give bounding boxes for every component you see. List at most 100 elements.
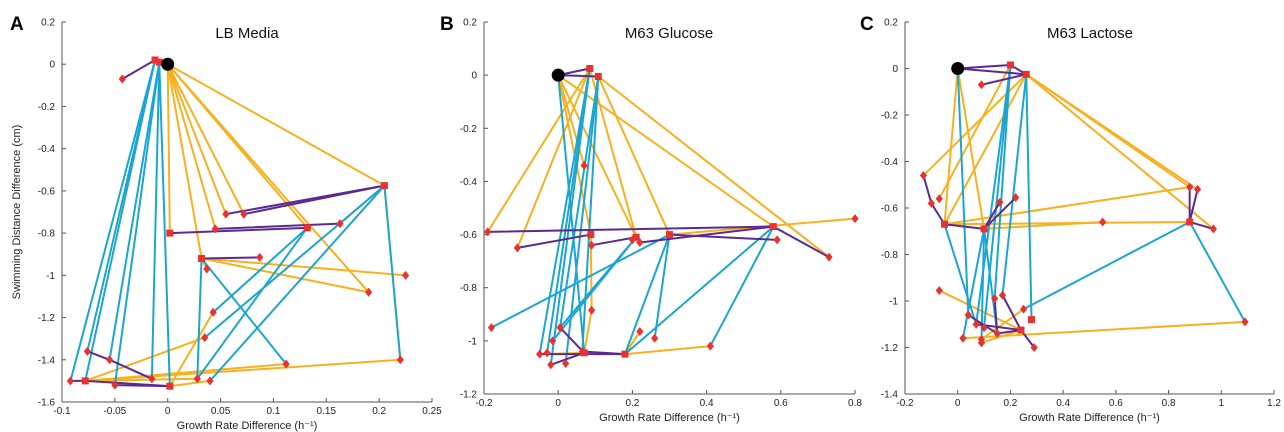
panel-c: -0.2 0 0.2 0.4 0.6 0.8 1 1.2 0.2 0 -0.2 -0.4 -0.6 -0.… <box>860 14 1281 424</box>
y-tick-label: -1 <box>468 336 477 347</box>
diamond-point <box>980 323 988 333</box>
edge-blue <box>1188 220 1247 323</box>
diamond-point <box>536 349 544 359</box>
square-point <box>166 229 174 237</box>
y-tick-label: -1.6 <box>38 398 56 409</box>
square-point <box>303 224 311 232</box>
x-axis-label: Growth Rate Difference (h⁻¹) <box>1019 412 1160 424</box>
edge-purple <box>922 174 933 205</box>
edge-orange <box>200 257 407 277</box>
diamond-point <box>972 319 980 329</box>
edge-blue <box>209 184 386 382</box>
edge-blue <box>983 64 1012 329</box>
diamond-point <box>211 224 219 234</box>
edge-purple <box>113 384 171 388</box>
edge-blue <box>200 257 288 365</box>
edge-orange <box>166 63 171 235</box>
square-point <box>941 220 949 228</box>
diamond-point <box>935 286 943 296</box>
edge-orange <box>166 63 245 216</box>
diamond-point <box>636 238 644 248</box>
edge-blue <box>581 75 600 353</box>
edge-purple <box>1188 220 1215 230</box>
edge-blue <box>559 75 600 329</box>
diamond-point <box>959 333 967 343</box>
x-tick-label: -0.2 <box>896 398 914 409</box>
edge-purple <box>549 351 586 366</box>
origin-point <box>551 68 565 82</box>
y-tick-label: -0.8 <box>460 283 478 294</box>
y-tick-label: -1.2 <box>881 343 899 354</box>
diamond-point <box>562 358 570 368</box>
y-tick-label: 0.2 <box>41 18 55 29</box>
edge-orange <box>84 377 199 382</box>
edge-purple <box>993 297 999 335</box>
edge-orange <box>980 308 1025 341</box>
edge-orange <box>623 345 712 356</box>
edge-orange <box>168 379 211 388</box>
y-tick-label: -1.2 <box>38 313 56 324</box>
square-point <box>155 58 163 66</box>
edge-blue <box>1022 220 1191 311</box>
y-tick-label: -0.6 <box>38 186 56 197</box>
x-tick-label: 0.2 <box>372 406 386 417</box>
x-tick-label: 0.05 <box>211 406 231 417</box>
edge-orange <box>168 311 215 388</box>
y-tick-label: -1 <box>46 271 55 282</box>
edge-orange <box>983 220 1104 230</box>
y-axis-label: Swimming Distance Difference (cm) <box>11 125 23 300</box>
edge-orange <box>84 358 402 382</box>
edge-blue <box>196 257 203 380</box>
diamond-point <box>240 209 248 219</box>
edge-orange <box>943 186 1191 226</box>
edge-orange <box>84 336 206 382</box>
diamond-point <box>484 227 492 237</box>
edge-purple <box>943 223 986 230</box>
diamond-point <box>991 294 999 304</box>
diamond-point <box>282 359 290 369</box>
diamond-point <box>773 235 781 245</box>
edge-purple <box>638 225 775 244</box>
diamond-point <box>927 198 935 208</box>
chart-title: M63 Lactose <box>1047 25 1133 42</box>
origin-point <box>161 57 175 71</box>
diamond-point <box>256 252 264 262</box>
diamond-point <box>111 380 119 390</box>
diamond-point <box>651 333 659 343</box>
y-tick-label: 0 <box>49 60 55 71</box>
diamond-point <box>487 323 496 333</box>
diamond-point <box>105 355 114 365</box>
edge-purple <box>1188 188 1199 223</box>
y-tick-label: -0.4 <box>38 144 56 155</box>
edge-orange <box>938 64 1012 200</box>
edge-blue <box>108 61 161 361</box>
y-tick-label: -1.2 <box>460 390 478 401</box>
square-point <box>1006 61 1014 69</box>
panel-a: -0.1 -0.05 0 0.05 0.1 0.15 0.2 0.25 0.2 0 -0.2 -0.4… <box>10 14 442 432</box>
edge-orange <box>922 73 1028 177</box>
edge-blue <box>158 61 171 388</box>
edge-blue <box>196 226 309 380</box>
edge-blue <box>69 59 157 382</box>
diamond-point <box>851 214 859 224</box>
diamond-point <box>998 290 1007 300</box>
diamond-point <box>148 374 156 384</box>
diamond-point <box>1209 224 1217 234</box>
edge-blue <box>993 64 1012 300</box>
x-axis-label: Growth Rate Difference (h⁻¹) <box>177 420 318 432</box>
diamond-point <box>556 323 564 333</box>
x-tick-label: 1.2 <box>1267 398 1281 409</box>
edge-orange <box>166 63 203 260</box>
y-tick-label: 0 <box>471 71 477 82</box>
edge-purple <box>983 201 1001 230</box>
edge-blue <box>1025 73 1033 321</box>
edge-purple <box>772 225 831 259</box>
edge-orange <box>961 320 1247 340</box>
x-tick-label: -0.1 <box>53 406 71 417</box>
edge-blue <box>653 233 671 340</box>
diamond-point <box>336 219 344 229</box>
x-tick-label: 0.2 <box>625 398 639 409</box>
x-tick-label: 0.25 <box>422 406 442 417</box>
x-tick-label: 0.8 <box>848 398 862 409</box>
x-tick-label: 0.6 <box>1109 398 1123 409</box>
